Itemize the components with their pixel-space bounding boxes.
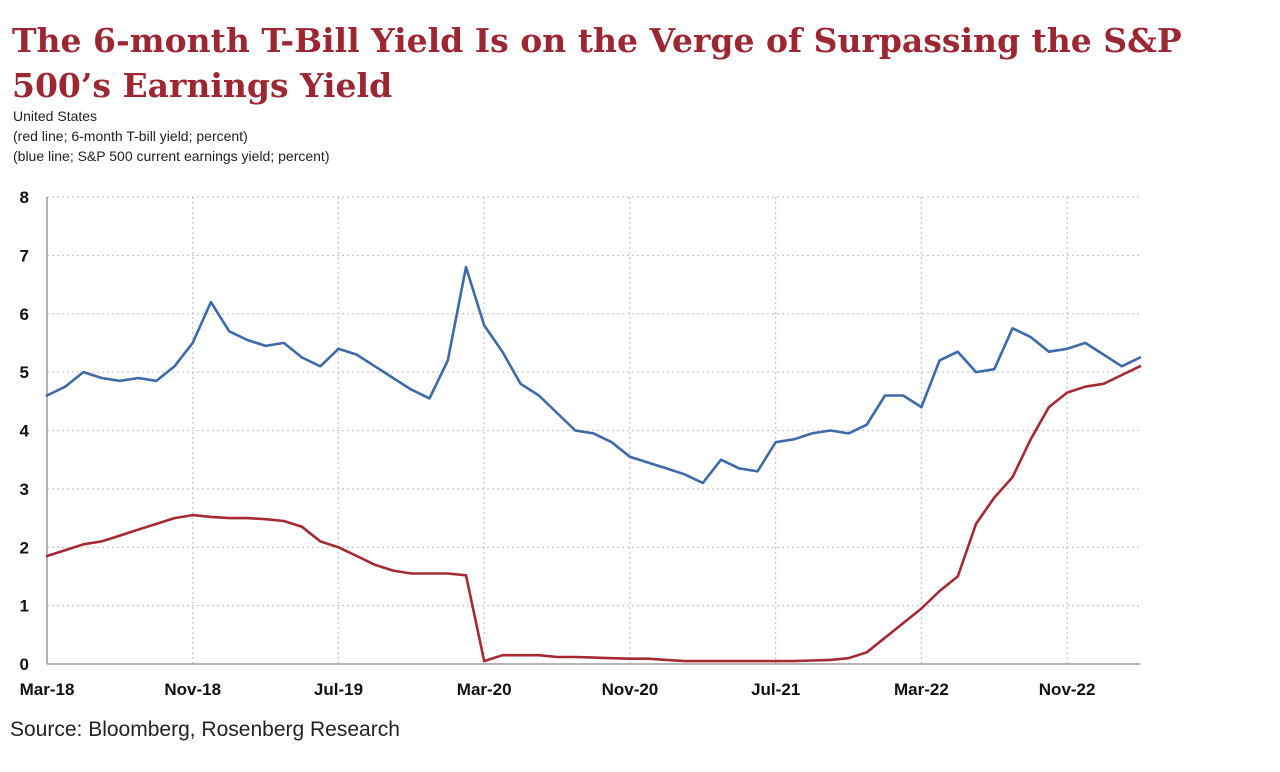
y-tick-label: 8	[20, 188, 29, 207]
x-axis-ticks: Mar-18 Nov-18 Jul-19 Mar-20 Nov-20 Jul-21 Mar-…	[20, 680, 1096, 699]
series-line-tbill	[45, 364, 1142, 663]
subtitle-line-2: (red line; 6-month T-bill yield; percent…	[13, 128, 248, 144]
x-tick-label: Jul-19	[314, 680, 363, 699]
y-tick-label: 6	[20, 305, 29, 324]
subtitle-line-1: United States	[13, 108, 98, 124]
series-line-earnings	[45, 265, 1142, 485]
y-tick-label: 2	[20, 538, 29, 557]
y-tick-label: 1	[20, 597, 29, 616]
x-tick-label: Nov-18	[164, 680, 221, 699]
chart-title: The 6-month T-Bill Yield Is on the Verge…	[12, 21, 1182, 105]
source-note: Source: Bloomberg, Rosenberg Research	[10, 718, 400, 741]
series-lines	[45, 265, 1142, 663]
x-tick-label: Mar-20	[457, 680, 512, 699]
grid-lines	[47, 196, 1140, 664]
x-tick-label: Nov-20	[602, 680, 659, 699]
x-tick-label: Nov-22	[1039, 680, 1096, 699]
y-tick-label: 7	[20, 246, 29, 265]
y-tick-label: 3	[20, 480, 29, 499]
y-tick-label: 4	[20, 422, 30, 441]
y-tick-label: 0	[20, 655, 29, 674]
x-tick-label: Mar-22	[894, 680, 949, 699]
subtitle-line-3: (blue line; S&P 500 current earnings yie…	[13, 148, 330, 164]
x-tick-label: Mar-18	[20, 680, 75, 699]
x-tick-label: Jul-21	[751, 680, 800, 699]
y-axis-ticks: 0 1 2 3 4 5 6 7 8	[20, 188, 30, 674]
y-tick-label: 5	[20, 363, 29, 382]
